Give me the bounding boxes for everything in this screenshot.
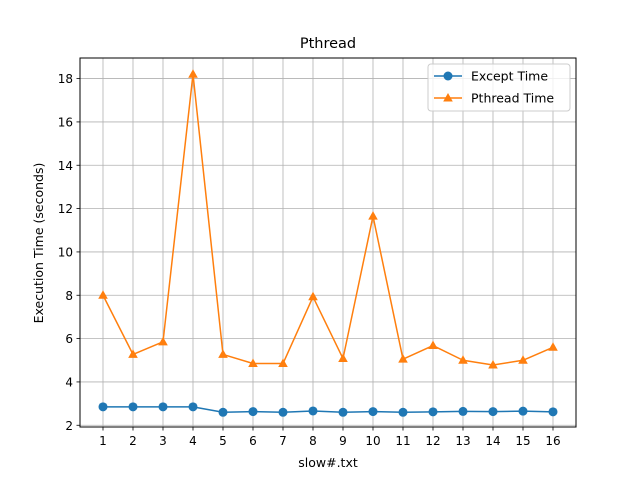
data-point-pthread-time (158, 336, 168, 346)
data-point-pthread-time (98, 290, 108, 299)
data-point-pthread-time (398, 354, 408, 363)
series-pthread-time (98, 69, 558, 369)
x-tick-label: 3 (159, 434, 167, 448)
series-line-except-time (103, 406, 554, 414)
data-point-except-time (98, 402, 108, 412)
x-tick-label: 14 (485, 434, 500, 448)
data-point-pthread-time (458, 355, 468, 364)
legend-marker-pthread-time (443, 93, 453, 102)
series-except-time (98, 402, 558, 417)
y-tick-label: 4 (65, 375, 73, 389)
y-tick-label: 10 (58, 245, 73, 259)
x-tick-label: 15 (515, 434, 530, 448)
x-tick-label: 7 (279, 434, 287, 448)
data-point-pthread-time (128, 349, 138, 358)
legend-label-pthread-time: Pthread Time (471, 91, 554, 106)
data-point-except-time (488, 407, 498, 417)
y-tick-label: 16 (58, 115, 73, 129)
data-point-pthread-time (248, 358, 258, 368)
legend: Except Time Pthread Time (427, 63, 571, 112)
x-tick-label: 16 (545, 434, 560, 448)
x-axis-label: slow#.txt (298, 455, 358, 470)
data-point-except-time (218, 407, 228, 417)
data-point-except-time (158, 402, 168, 412)
data-point-pthread-time (488, 360, 498, 369)
data-point-except-time (278, 407, 288, 417)
x-tick-label: 13 (455, 434, 470, 448)
y-tick-label: 2 (65, 419, 73, 433)
y-tick-label: 18 (58, 72, 73, 86)
data-point-pthread-time (338, 353, 348, 363)
data-point-pthread-time (428, 340, 438, 350)
x-tick-label: 12 (425, 434, 440, 448)
legend-marker-except-time (443, 71, 453, 81)
legend-box (427, 63, 571, 112)
x-tick-label: 9 (339, 434, 347, 448)
x-tick-label: 2 (129, 434, 137, 448)
data-point-except-time (458, 406, 468, 416)
data-point-pthread-time (308, 291, 318, 301)
y-axis-label: Execution Time (seconds) (31, 163, 46, 324)
data-point-pthread-time (218, 349, 228, 358)
data-point-except-time (128, 402, 138, 412)
data-point-except-time (308, 406, 318, 416)
legend-item-except-time: Except Time (434, 69, 548, 84)
data-point-except-time (428, 407, 438, 417)
data-point-except-time (548, 407, 558, 417)
series-layer (98, 69, 558, 417)
data-point-except-time (368, 407, 378, 417)
chart-title: Pthread (300, 36, 356, 52)
data-point-except-time (248, 407, 258, 417)
x-tick-label: 6 (249, 434, 257, 448)
x-tick-label: 10 (365, 434, 380, 448)
legend-item-pthread-time: Pthread Time (434, 91, 554, 106)
data-point-except-time (188, 402, 198, 412)
y-tick-label: 6 (65, 332, 73, 346)
x-tick-label: 1 (99, 434, 107, 448)
x-tick-label: 11 (395, 434, 410, 448)
y-tick-label: 8 (65, 289, 73, 303)
data-point-pthread-time (278, 358, 288, 368)
x-tick-label: 4 (189, 434, 197, 448)
y-tick-label: 12 (58, 202, 73, 216)
data-point-pthread-time (368, 211, 378, 220)
series-line-pthread-time (102, 73, 554, 366)
x-tick-label: 5 (219, 434, 227, 448)
data-point-pthread-time (518, 355, 528, 364)
legend-label-except-time: Except Time (471, 69, 548, 84)
data-point-pthread-time (188, 69, 198, 78)
data-point-pthread-time (548, 342, 558, 351)
x-tick-label: 8 (309, 434, 317, 448)
grid-lines (80, 58, 576, 427)
y-tick-label: 14 (58, 159, 73, 173)
data-point-except-time (398, 407, 408, 417)
data-point-except-time (338, 407, 348, 417)
data-point-except-time (518, 406, 528, 416)
plot-frame (79, 57, 577, 428)
